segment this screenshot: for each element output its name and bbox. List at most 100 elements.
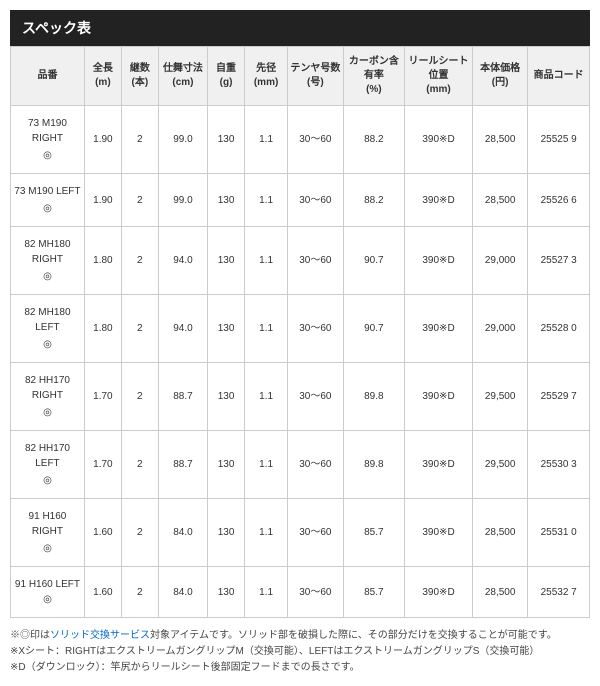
cell: 99.0	[158, 106, 207, 174]
col-header-2: 継数(本)	[121, 47, 158, 106]
cell: 390※D	[405, 295, 473, 363]
cell: 130	[208, 567, 245, 618]
cell: 88.7	[158, 363, 207, 431]
cell: 29,500	[472, 363, 527, 431]
cell: 130	[208, 174, 245, 227]
col-header-0: 品番	[11, 47, 85, 106]
spec-table-title: スペック表	[10, 10, 590, 46]
cell: 90.7	[343, 295, 405, 363]
cell: 85.7	[343, 499, 405, 567]
col-header-9: 本体価格(円)	[472, 47, 527, 106]
cell: 30～60	[288, 227, 343, 295]
cell: 85.7	[343, 567, 405, 618]
cell: 88.2	[343, 106, 405, 174]
table-row: 73 M190 LEFT◎1.90299.01301.130～6088.2390…	[11, 174, 590, 227]
cell: 88.7	[158, 431, 207, 499]
col-header-8: リールシート位置(mm)	[405, 47, 473, 106]
cell: 30～60	[288, 567, 343, 618]
table-row: 91 H160 RIGHT◎1.60284.01301.130～6085.739…	[11, 499, 590, 567]
cell: 29,500	[472, 431, 527, 499]
cell: 94.0	[158, 227, 207, 295]
cell: 390※D	[405, 227, 473, 295]
cell: 2	[121, 174, 158, 227]
cell: 390※D	[405, 363, 473, 431]
cell: 1.60	[84, 567, 121, 618]
cell: 30～60	[288, 174, 343, 227]
cell: 390※D	[405, 174, 473, 227]
cell: 130	[208, 227, 245, 295]
cell: 2	[121, 295, 158, 363]
cell: 1.90	[84, 174, 121, 227]
cell: 2	[121, 431, 158, 499]
col-header-4: 自重(g)	[208, 47, 245, 106]
cell: 25527 3	[528, 227, 590, 295]
footnote-1: ※◎印はソリッド交換サービス対象アイテムです。ソリッド部を破損した際に、その部分…	[10, 628, 590, 644]
col-header-6: テンヤ号数(号)	[288, 47, 343, 106]
cell: 25530 3	[528, 431, 590, 499]
cell: 130	[208, 499, 245, 567]
model-cell: 82 MH180 LEFT◎	[11, 295, 85, 363]
solid-exchange-link[interactable]: ソリッド交換サービス	[50, 630, 150, 641]
table-row: 82 MH180 LEFT◎1.80294.01301.130～6090.739…	[11, 295, 590, 363]
cell: 2	[121, 363, 158, 431]
cell: 1.1	[245, 174, 288, 227]
col-header-5: 先径(mm)	[245, 47, 288, 106]
cell: 84.0	[158, 567, 207, 618]
cell: 2	[121, 227, 158, 295]
cell: 29,000	[472, 227, 527, 295]
spec-table: 品番全長(m)継数(本)仕舞寸法(cm)自重(g)先径(mm)テンヤ号数(号)カ…	[10, 46, 590, 618]
table-row: 91 H160 LEFT ◎1.60284.01301.130～6085.739…	[11, 567, 590, 618]
cell: 1.1	[245, 295, 288, 363]
cell: 1.1	[245, 499, 288, 567]
cell: 390※D	[405, 567, 473, 618]
cell: 1.80	[84, 227, 121, 295]
cell: 25531 0	[528, 499, 590, 567]
table-row: 82 HH170 RIGHT◎1.70288.71301.130～6089.83…	[11, 363, 590, 431]
footnotes: ※◎印はソリッド交換サービス対象アイテムです。ソリッド部を破損した際に、その部分…	[10, 628, 590, 676]
model-cell: 91 H160 LEFT ◎	[11, 567, 85, 618]
cell: 28,500	[472, 174, 527, 227]
col-header-1: 全長(m)	[84, 47, 121, 106]
cell: 28,500	[472, 567, 527, 618]
cell: 1.1	[245, 567, 288, 618]
model-cell: 73 M190 LEFT◎	[11, 174, 85, 227]
footnote-2: ※Xシート：RIGHTはエクストリームガングリップM（交換可能）、LEFTはエク…	[10, 644, 590, 660]
cell: 88.2	[343, 174, 405, 227]
model-cell: 73 M190 RIGHT◎	[11, 106, 85, 174]
model-cell: 82 HH170 RIGHT◎	[11, 363, 85, 431]
cell: 25525 9	[528, 106, 590, 174]
cell: 28,500	[472, 499, 527, 567]
model-cell: 82 MH180 RIGHT◎	[11, 227, 85, 295]
col-header-3: 仕舞寸法(cm)	[158, 47, 207, 106]
cell: 1.70	[84, 363, 121, 431]
cell: 2	[121, 567, 158, 618]
cell: 30～60	[288, 295, 343, 363]
cell: 29,000	[472, 295, 527, 363]
cell: 390※D	[405, 431, 473, 499]
cell: 28,500	[472, 106, 527, 174]
cell: 1.90	[84, 106, 121, 174]
cell: 84.0	[158, 499, 207, 567]
cell: 1.1	[245, 106, 288, 174]
cell: 30～60	[288, 106, 343, 174]
cell: 390※D	[405, 106, 473, 174]
cell: 90.7	[343, 227, 405, 295]
cell: 1.1	[245, 363, 288, 431]
cell: 25532 7	[528, 567, 590, 618]
model-cell: 82 HH170 LEFT◎	[11, 431, 85, 499]
cell: 25528 0	[528, 295, 590, 363]
cell: 2	[121, 499, 158, 567]
cell: 390※D	[405, 499, 473, 567]
cell: 99.0	[158, 174, 207, 227]
col-header-10: 商品コード	[528, 47, 590, 106]
cell: 25529 7	[528, 363, 590, 431]
table-row: 73 M190 RIGHT◎1.90299.01301.130～6088.239…	[11, 106, 590, 174]
cell: 1.80	[84, 295, 121, 363]
cell: 94.0	[158, 295, 207, 363]
cell: 30～60	[288, 499, 343, 567]
cell: 1.70	[84, 431, 121, 499]
cell: 1.1	[245, 431, 288, 499]
cell: 89.8	[343, 363, 405, 431]
cell: 1.60	[84, 499, 121, 567]
cell: 130	[208, 363, 245, 431]
